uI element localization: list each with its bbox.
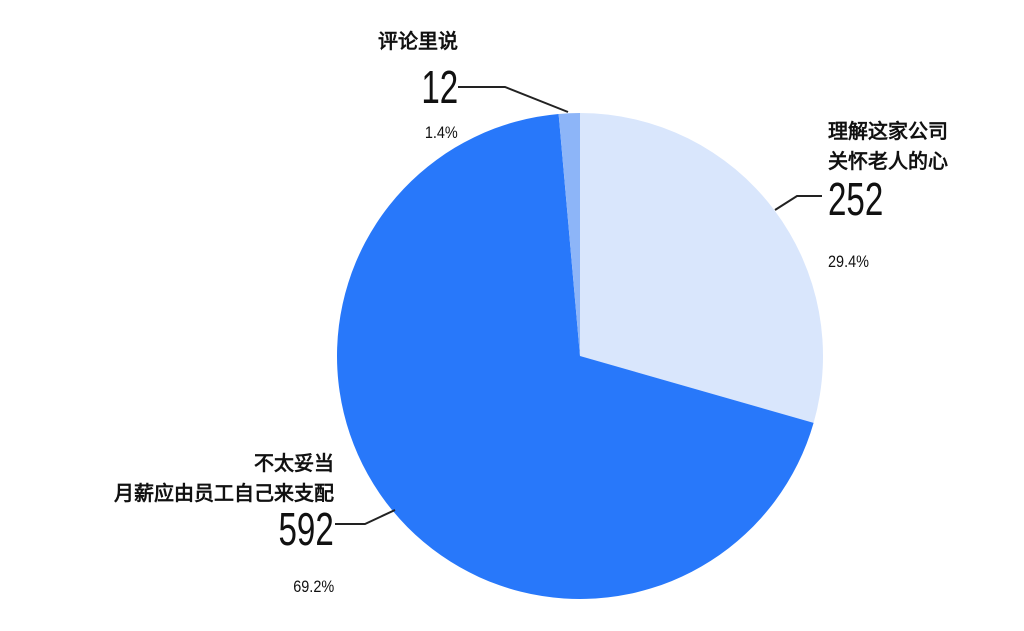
leader-line xyxy=(335,509,396,525)
label-line: 不太妥当 xyxy=(254,451,334,475)
slice-label-0: 理解这家公司 关怀老人的心 xyxy=(828,116,948,176)
label-line: 月薪应由员工自己来支配 xyxy=(114,481,334,505)
leader-line xyxy=(458,86,569,113)
slice-percent-1: 69.2% xyxy=(293,577,334,596)
label-line: 关怀老人的心 xyxy=(828,149,948,173)
pie-slice xyxy=(558,113,580,356)
label-line: 评论里说 xyxy=(378,29,458,53)
slice-label-2: 评论里说 xyxy=(378,26,458,56)
slice-percent-0: 29.4% xyxy=(828,252,869,271)
slice-value-2: 12 xyxy=(421,61,458,113)
slice-value-1: 592 xyxy=(278,503,334,555)
slice-percent-2: 1.4% xyxy=(425,123,458,142)
leader-line xyxy=(774,195,822,211)
pie-slice xyxy=(580,113,823,423)
slice-label-1: 不太妥当 月薪应由员工自己来支配 xyxy=(114,448,334,508)
slice-value-0: 252 xyxy=(828,173,884,225)
label-line: 理解这家公司 xyxy=(828,119,948,143)
pie-slice xyxy=(337,113,814,599)
